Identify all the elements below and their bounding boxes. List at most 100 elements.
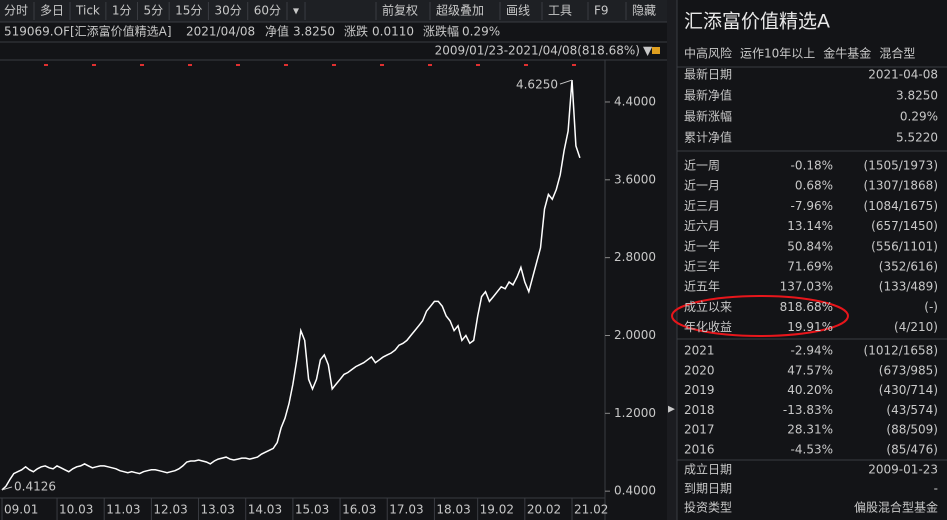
periods-label: 近五年 — [684, 280, 720, 294]
periods-rank: (-) — [924, 300, 938, 314]
fund-tag[interactable]: 混合型 — [879, 46, 915, 61]
lock-icon — [652, 47, 660, 54]
x-tick-label: 20.02 — [527, 503, 561, 517]
years-label: 2018 — [684, 403, 715, 417]
years-rank: (1012/1658) — [864, 344, 938, 358]
years-return: 28.31% — [787, 423, 833, 437]
years-return: -13.83% — [783, 403, 833, 417]
years-rank: (43/574) — [886, 403, 938, 417]
fund-tag[interactable]: 金牛基金 — [823, 46, 871, 61]
max-label: 4.6250 — [516, 78, 558, 92]
toolbar-button[interactable]: 分时 — [4, 4, 28, 18]
periods-return: 71.69% — [787, 260, 833, 274]
nav-line — [1, 80, 581, 491]
y-tick-label: 2.8000 — [614, 250, 656, 264]
periods-rank: (1307/1868) — [864, 179, 938, 193]
splitter-arrow[interactable]: ▶ — [668, 405, 675, 415]
info-date: 2021/04/08 — [186, 25, 255, 39]
info-pct-label: 涨跌幅 — [423, 24, 459, 39]
years-rank: (430/714) — [879, 383, 938, 397]
toolbar-button[interactable]: 画线 — [506, 4, 530, 18]
periods-rank: (133/489) — [879, 280, 938, 294]
years-label: 2017 — [684, 423, 715, 437]
detail-label: 成立日期 — [684, 462, 732, 477]
x-tick-label: 17.03 — [389, 503, 423, 517]
x-tick-label: 16.03 — [342, 503, 376, 517]
toolbar-button[interactable]: 1分 — [112, 4, 132, 18]
highlight-circle — [671, 295, 849, 337]
periods-rank: (4/210) — [894, 320, 938, 334]
toolbar-button[interactable]: 5分 — [144, 4, 164, 18]
periods-label: 成立以来 — [684, 299, 732, 314]
info-chg-label: 涨跌 — [344, 24, 368, 39]
y-tick-label: 0.4000 — [614, 484, 656, 498]
periods-label: 近六月 — [684, 219, 720, 233]
years-label: 2016 — [684, 443, 715, 457]
fund-tag[interactable]: 中高风险 — [684, 46, 732, 61]
splitter[interactable] — [667, 0, 677, 520]
toolbar-button[interactable]: 超级叠加 — [436, 3, 484, 18]
info-code: 519069.OF[汇添富价值精选A] — [4, 24, 172, 39]
periods-label: 近一月 — [684, 179, 720, 193]
years-return: 47.57% — [787, 363, 833, 377]
summary-value: 3.8250 — [896, 89, 938, 103]
info-pct: 0.29% — [462, 25, 500, 39]
min-leader — [1, 486, 13, 491]
toolbar-bg — [0, 0, 668, 22]
periods-return: 50.84% — [787, 239, 833, 253]
detail-label: 到期日期 — [684, 482, 732, 496]
summary-value: 5.5220 — [896, 131, 938, 145]
toolbar-button[interactable]: 工具 — [548, 4, 572, 18]
range-arrow: ▼ — [643, 44, 653, 58]
toolbar-button[interactable]: ▾ — [293, 4, 299, 18]
periods-rank: (352/616) — [879, 260, 938, 274]
toolbar-button[interactable]: 前复权 — [382, 3, 418, 18]
years-label: 2019 — [684, 383, 715, 397]
periods-label: 年化收益 — [684, 320, 732, 334]
toolbar-button[interactable]: F9 — [594, 4, 609, 18]
periods-return: -0.18% — [791, 159, 833, 173]
toolbar-button[interactable]: 15分 — [175, 4, 202, 18]
periods-return: 13.14% — [787, 219, 833, 233]
toolbar-button[interactable]: 多日 — [40, 4, 64, 18]
range: 2009/01/23-2021/04/08 — [435, 44, 578, 58]
toolbar-button[interactable]: 60分 — [254, 4, 281, 18]
periods-rank: (1505/1973) — [864, 159, 938, 173]
event-markers — [44, 64, 576, 66]
detail-label: 投资类型 — [684, 500, 732, 515]
x-tick-label: 14.03 — [248, 503, 282, 517]
x-tick-label: 15.03 — [295, 503, 329, 517]
info-nav: 3.8250 — [293, 25, 335, 39]
x-tick-label: 12.03 — [153, 503, 187, 517]
toolbar-button[interactable]: 30分 — [214, 4, 241, 18]
info-chg: 0.0110 — [372, 25, 414, 39]
range-pct: (818.68%) — [577, 44, 640, 58]
fund-title: 汇添富价值精选A — [684, 11, 830, 33]
periods-return: 0.68% — [795, 179, 833, 193]
years-rank: (85/476) — [886, 443, 938, 457]
toolbar-button[interactable]: Tick — [75, 4, 100, 18]
summary-label: 最新日期 — [684, 67, 732, 82]
periods-return: -7.96% — [791, 199, 833, 213]
info-nav-label: 净值 — [265, 24, 289, 39]
detail-value: - — [934, 482, 938, 496]
periods-label: 近一周 — [684, 159, 720, 173]
x-tick-label: 11.03 — [106, 503, 140, 517]
x-tick-label: 18.03 — [436, 503, 470, 517]
years-return: -4.53% — [791, 443, 833, 457]
periods-label: 近三月 — [684, 199, 720, 213]
toolbar-button[interactable]: 隐藏 — [632, 4, 656, 18]
summary-label: 最新净值 — [684, 88, 732, 103]
periods-rank: (1084/1675) — [864, 199, 938, 213]
fund-tag[interactable]: 运作10年以上 — [740, 47, 815, 61]
periods-return: 137.03% — [780, 280, 833, 294]
years-rank: (88/509) — [886, 423, 938, 437]
y-tick-label: 1.2000 — [614, 406, 656, 420]
periods-label: 近三年 — [684, 260, 720, 274]
years-return: 40.20% — [787, 383, 833, 397]
summary-value: 2021-04-08 — [868, 68, 938, 82]
periods-return: 19.91% — [787, 320, 833, 334]
summary-label: 最新涨幅 — [684, 109, 732, 124]
periods-return: 818.68% — [780, 300, 833, 314]
